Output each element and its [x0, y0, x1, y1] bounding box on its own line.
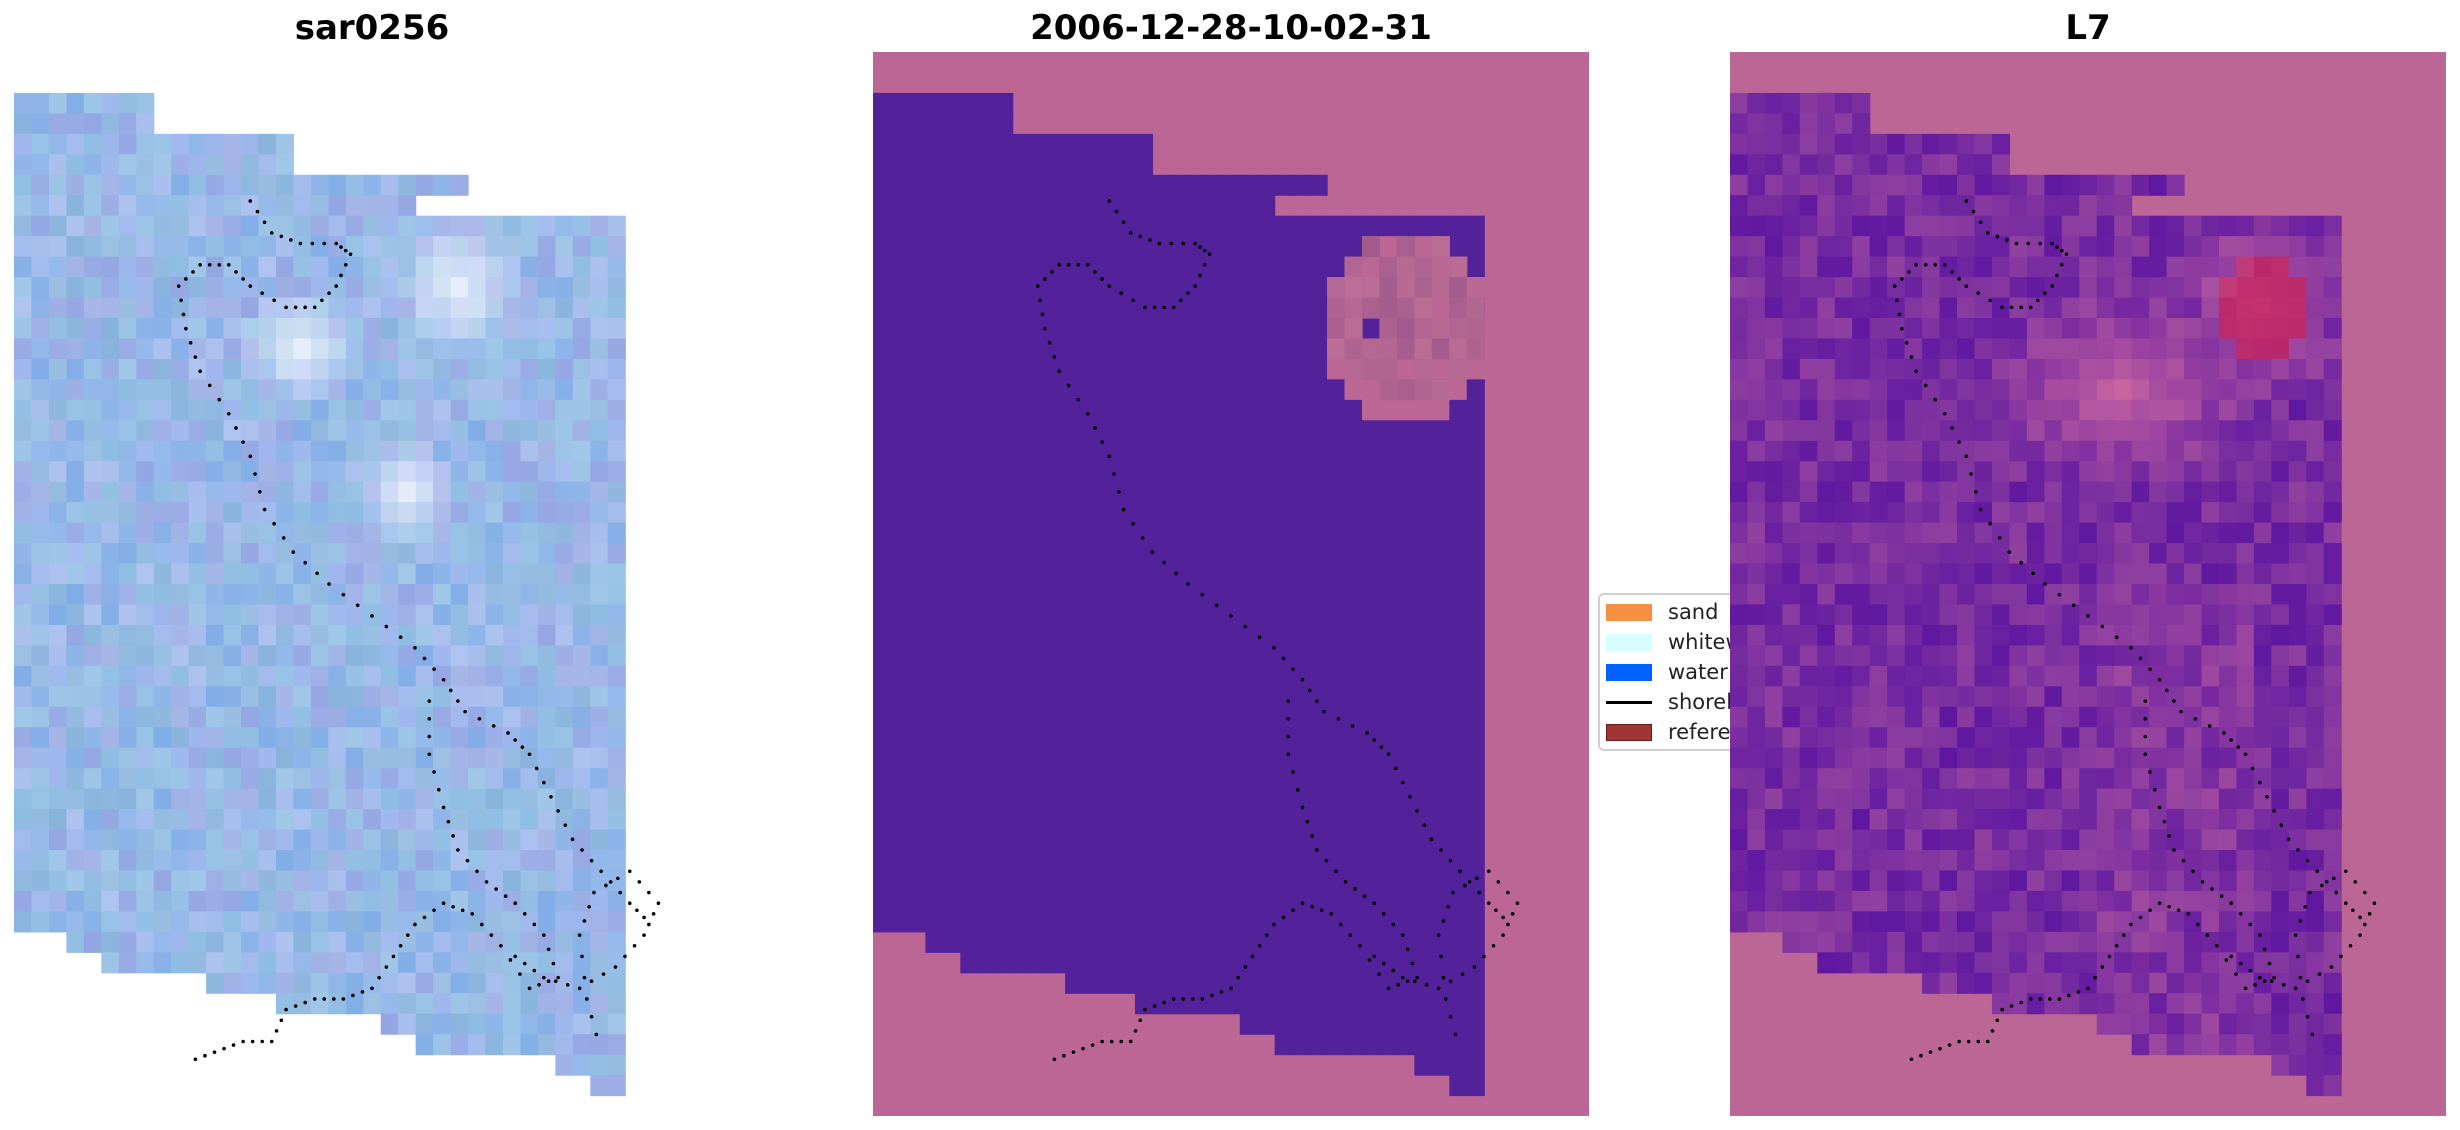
legend-label-sand: sand [1668, 600, 1719, 624]
sand-swatch [1606, 604, 1652, 621]
panel-title-satellite: sar0256 [294, 8, 450, 48]
sensor-image [1730, 52, 2446, 1116]
classification-image [873, 52, 1589, 1116]
legend-label-reference: referen [1668, 720, 1730, 744]
satellite-image [14, 92, 661, 1097]
legend-label-shoreline: shorel [1668, 690, 1730, 714]
shoreline-line-swatch [1606, 701, 1652, 704]
whitewater-swatch [1606, 634, 1652, 651]
water-swatch [1606, 664, 1652, 681]
legend-label-water: water [1668, 660, 1728, 684]
panel-title-sensor: L7 [2065, 8, 2111, 48]
panel-title-classification: 2006-12-28-10-02-31 [1030, 8, 1432, 48]
reference-swatch [1606, 724, 1652, 741]
